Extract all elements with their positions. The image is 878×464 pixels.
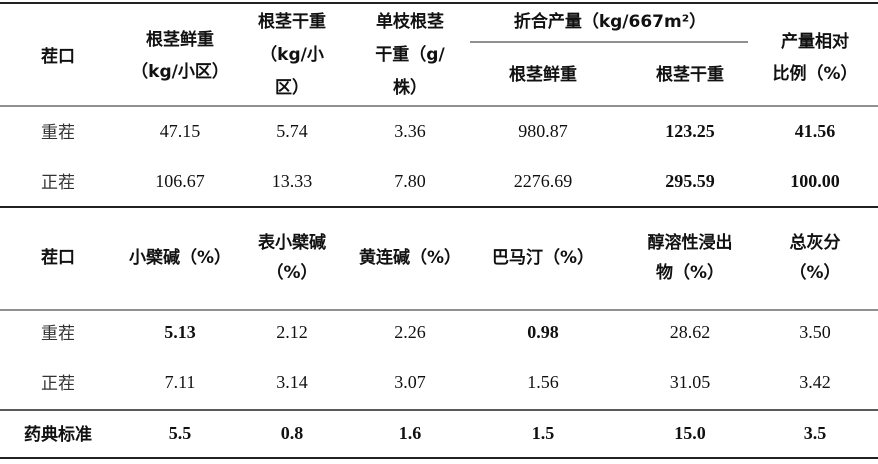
cell-text: 5.5 <box>169 423 192 443</box>
cell-text: 正茬 <box>41 173 75 193</box>
cell-text: 31.05 <box>670 372 711 392</box>
cell-text: 茬口 <box>41 247 75 268</box>
cell-text: （kg/小区） <box>131 61 229 82</box>
cell-text: 根茎鲜重 <box>509 64 577 85</box>
cell-text: （kg/小 <box>260 44 324 65</box>
cell-text: 3.14 <box>276 372 308 392</box>
cell-text: 2276.69 <box>514 171 573 191</box>
cell-text: 重茬 <box>41 324 75 344</box>
cell-text: 5.13 <box>164 322 196 342</box>
cell-text: 茬口 <box>41 46 75 67</box>
cell-text: 47.15 <box>160 121 201 141</box>
cell-text: 0.98 <box>527 322 559 342</box>
cell-text: 药典标准 <box>24 424 92 445</box>
cell-text: 干重（g/ <box>375 44 445 65</box>
cell-text: 106.67 <box>155 171 205 191</box>
cell-text: 1.6 <box>399 423 422 443</box>
cell-text: 表小檗碱 <box>258 232 326 253</box>
cell-text: 折合产量（kg/667m²） <box>514 11 706 32</box>
cell-text: 单枝根茎 <box>376 11 444 32</box>
cell-text: 根茎鲜重 <box>146 29 214 50</box>
cell-text: 小檗碱（%） <box>129 247 231 268</box>
cell-text: 0.8 <box>281 423 304 443</box>
cell-text: 产量相对 <box>781 31 849 52</box>
cell-text: 2.12 <box>276 322 308 342</box>
cell-text: 株） <box>393 77 427 98</box>
cell-text: 巴马汀（%） <box>492 247 594 268</box>
cell-text: 28.62 <box>670 322 711 342</box>
cell-text: 3.42 <box>799 372 831 392</box>
cell-text: （%） <box>789 262 840 283</box>
cell-text: 3.50 <box>799 322 831 342</box>
cell-text: 根茎干重 <box>258 11 326 32</box>
cell-text: 7.80 <box>394 171 426 191</box>
cell-text: 3.36 <box>394 121 426 141</box>
cell-text: 3.5 <box>804 423 827 443</box>
cell-text: 比例（%） <box>772 63 857 84</box>
cell-text: 总灰分 <box>790 232 841 253</box>
cell-text: 3.07 <box>394 372 426 392</box>
cell-text: 根茎干重 <box>656 64 724 85</box>
cell-text: 7.11 <box>165 372 196 392</box>
cell-text: 1.5 <box>532 423 555 443</box>
cell-text: 重茬 <box>41 123 75 143</box>
cell-text: 1.56 <box>527 372 559 392</box>
cell-text: 13.33 <box>272 171 313 191</box>
cell-text: 123.25 <box>665 121 715 141</box>
cell-text: 物（%） <box>656 262 724 283</box>
cell-text: 正茬 <box>41 374 75 394</box>
cell-text: 5.74 <box>276 121 308 141</box>
cell-text: 醇溶性浸出 <box>648 232 733 253</box>
cell-text: （%） <box>266 262 317 283</box>
cell-text: 100.00 <box>790 171 840 191</box>
cell-text: 区） <box>275 77 309 98</box>
cell-text: 295.59 <box>665 171 715 191</box>
cell-text: 15.0 <box>674 423 706 443</box>
cell-text: 黄连碱（%） <box>359 247 461 268</box>
cell-text: 41.56 <box>795 121 836 141</box>
cell-text: 2.26 <box>394 322 426 342</box>
cell-text: 980.87 <box>518 121 568 141</box>
